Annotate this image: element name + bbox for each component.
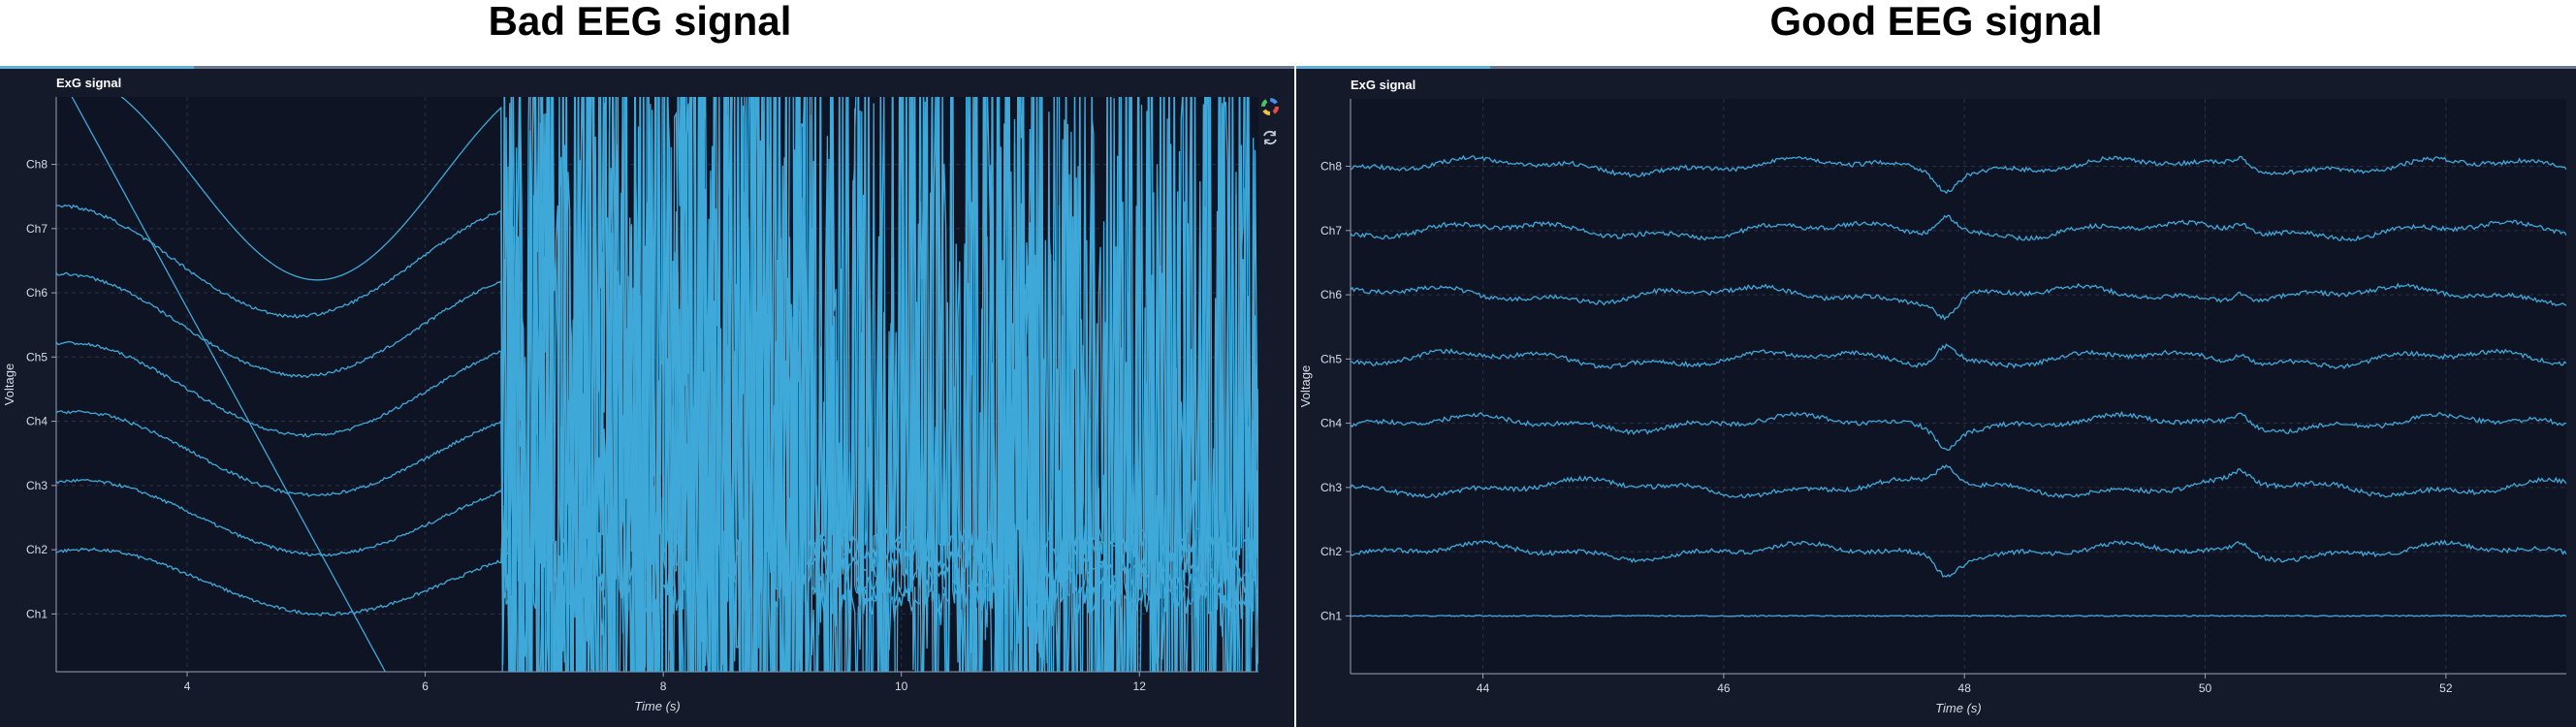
x-axis-label: Time (s) bbox=[1935, 701, 1982, 715]
color-wheel-icon[interactable] bbox=[1260, 97, 1280, 116]
x-tick-label: 4 bbox=[184, 680, 191, 693]
y-tick-label: Ch4 bbox=[1320, 417, 1342, 430]
y-tick-label: Ch7 bbox=[1320, 224, 1342, 237]
x-tick-label: 8 bbox=[660, 680, 667, 693]
trace-ch2 bbox=[1351, 539, 2566, 578]
y-tick-label: Ch5 bbox=[26, 350, 48, 364]
x-axis-label: Time (s) bbox=[634, 699, 681, 713]
trace-ch4 bbox=[1351, 410, 2566, 452]
x-tick-label: 10 bbox=[895, 680, 908, 693]
x-tick-label: 48 bbox=[1958, 681, 1972, 695]
chart-subtitle: ExG signal bbox=[1351, 78, 1415, 92]
y-tick-label: Ch8 bbox=[1320, 160, 1342, 174]
y-tick-label: Ch2 bbox=[1320, 545, 1342, 558]
panel-divider bbox=[1296, 66, 2576, 69]
y-tick-label: Ch4 bbox=[26, 415, 48, 428]
exg-chart-good: ExG signal 44 46 48 50 52 Ch1 Ch2 Ch3 Ch4 Ch5 Ch6 Ch… bbox=[1298, 78, 2566, 715]
refresh-icon[interactable] bbox=[1260, 128, 1280, 147]
exg-chart-bad: ExG signal 4 6 8 10 12 Ch1 Ch2 Ch3 Ch4 Ch5 Ch6 Ch7 Ch… bbox=[2, 76, 1258, 713]
y-tick-label: Ch8 bbox=[26, 158, 48, 172]
y-tick-label: Ch3 bbox=[26, 479, 48, 492]
y-tick-label: Ch3 bbox=[1320, 481, 1342, 494]
x-tick-label: 50 bbox=[2199, 681, 2212, 695]
trace-ch5 bbox=[1351, 342, 2566, 369]
y-tick-label: Ch5 bbox=[1320, 352, 1342, 365]
panel-accent-bar bbox=[0, 66, 194, 69]
trace-ch7 bbox=[1351, 214, 2566, 242]
y-tick-label: Ch6 bbox=[1320, 288, 1342, 301]
exg-panel-good: ExG signal 44 46 48 50 52 Ch1 Ch2 Ch3 Ch4 Ch5 Ch6 Ch… bbox=[1296, 66, 2576, 727]
traces bbox=[56, 97, 1258, 672]
y-tick-label: Ch7 bbox=[26, 222, 48, 236]
trace-ch7 bbox=[56, 97, 1258, 672]
traces bbox=[1351, 154, 2566, 617]
panel-divider bbox=[0, 66, 1294, 69]
x-tick-label: 12 bbox=[1133, 680, 1147, 693]
y-axis-label: Voltage bbox=[1298, 365, 1313, 407]
chart-title-right: Good EEG signal bbox=[1769, 0, 2103, 44]
plot-area bbox=[1351, 99, 2566, 674]
trace-ch6 bbox=[1351, 282, 2566, 321]
y-tick-label: Ch6 bbox=[26, 286, 48, 300]
x-tick-label: 46 bbox=[1717, 681, 1731, 695]
trace-ch8 bbox=[120, 97, 1258, 672]
trace-ch3 bbox=[1351, 463, 2566, 499]
y-tick-label: Ch1 bbox=[1320, 609, 1342, 622]
x-tick-label: 6 bbox=[422, 680, 429, 693]
panel-accent-bar bbox=[1296, 66, 1490, 69]
x-tick-label: 52 bbox=[2439, 681, 2453, 695]
exg-panel-bad: ExG signal 4 6 8 10 12 Ch1 Ch2 Ch3 Ch4 Ch5 Ch6 Ch7 Ch… bbox=[0, 66, 1294, 727]
y-tick-label: Ch1 bbox=[26, 607, 48, 620]
chart-subtitle: ExG signal bbox=[56, 76, 121, 90]
y-tick-label: Ch2 bbox=[26, 543, 48, 556]
trace-ch8 bbox=[1351, 154, 2566, 195]
x-tick-label: 44 bbox=[1477, 681, 1490, 695]
chart-title-left: Bad EEG signal bbox=[488, 0, 792, 44]
y-axis-label: Voltage bbox=[2, 364, 16, 405]
